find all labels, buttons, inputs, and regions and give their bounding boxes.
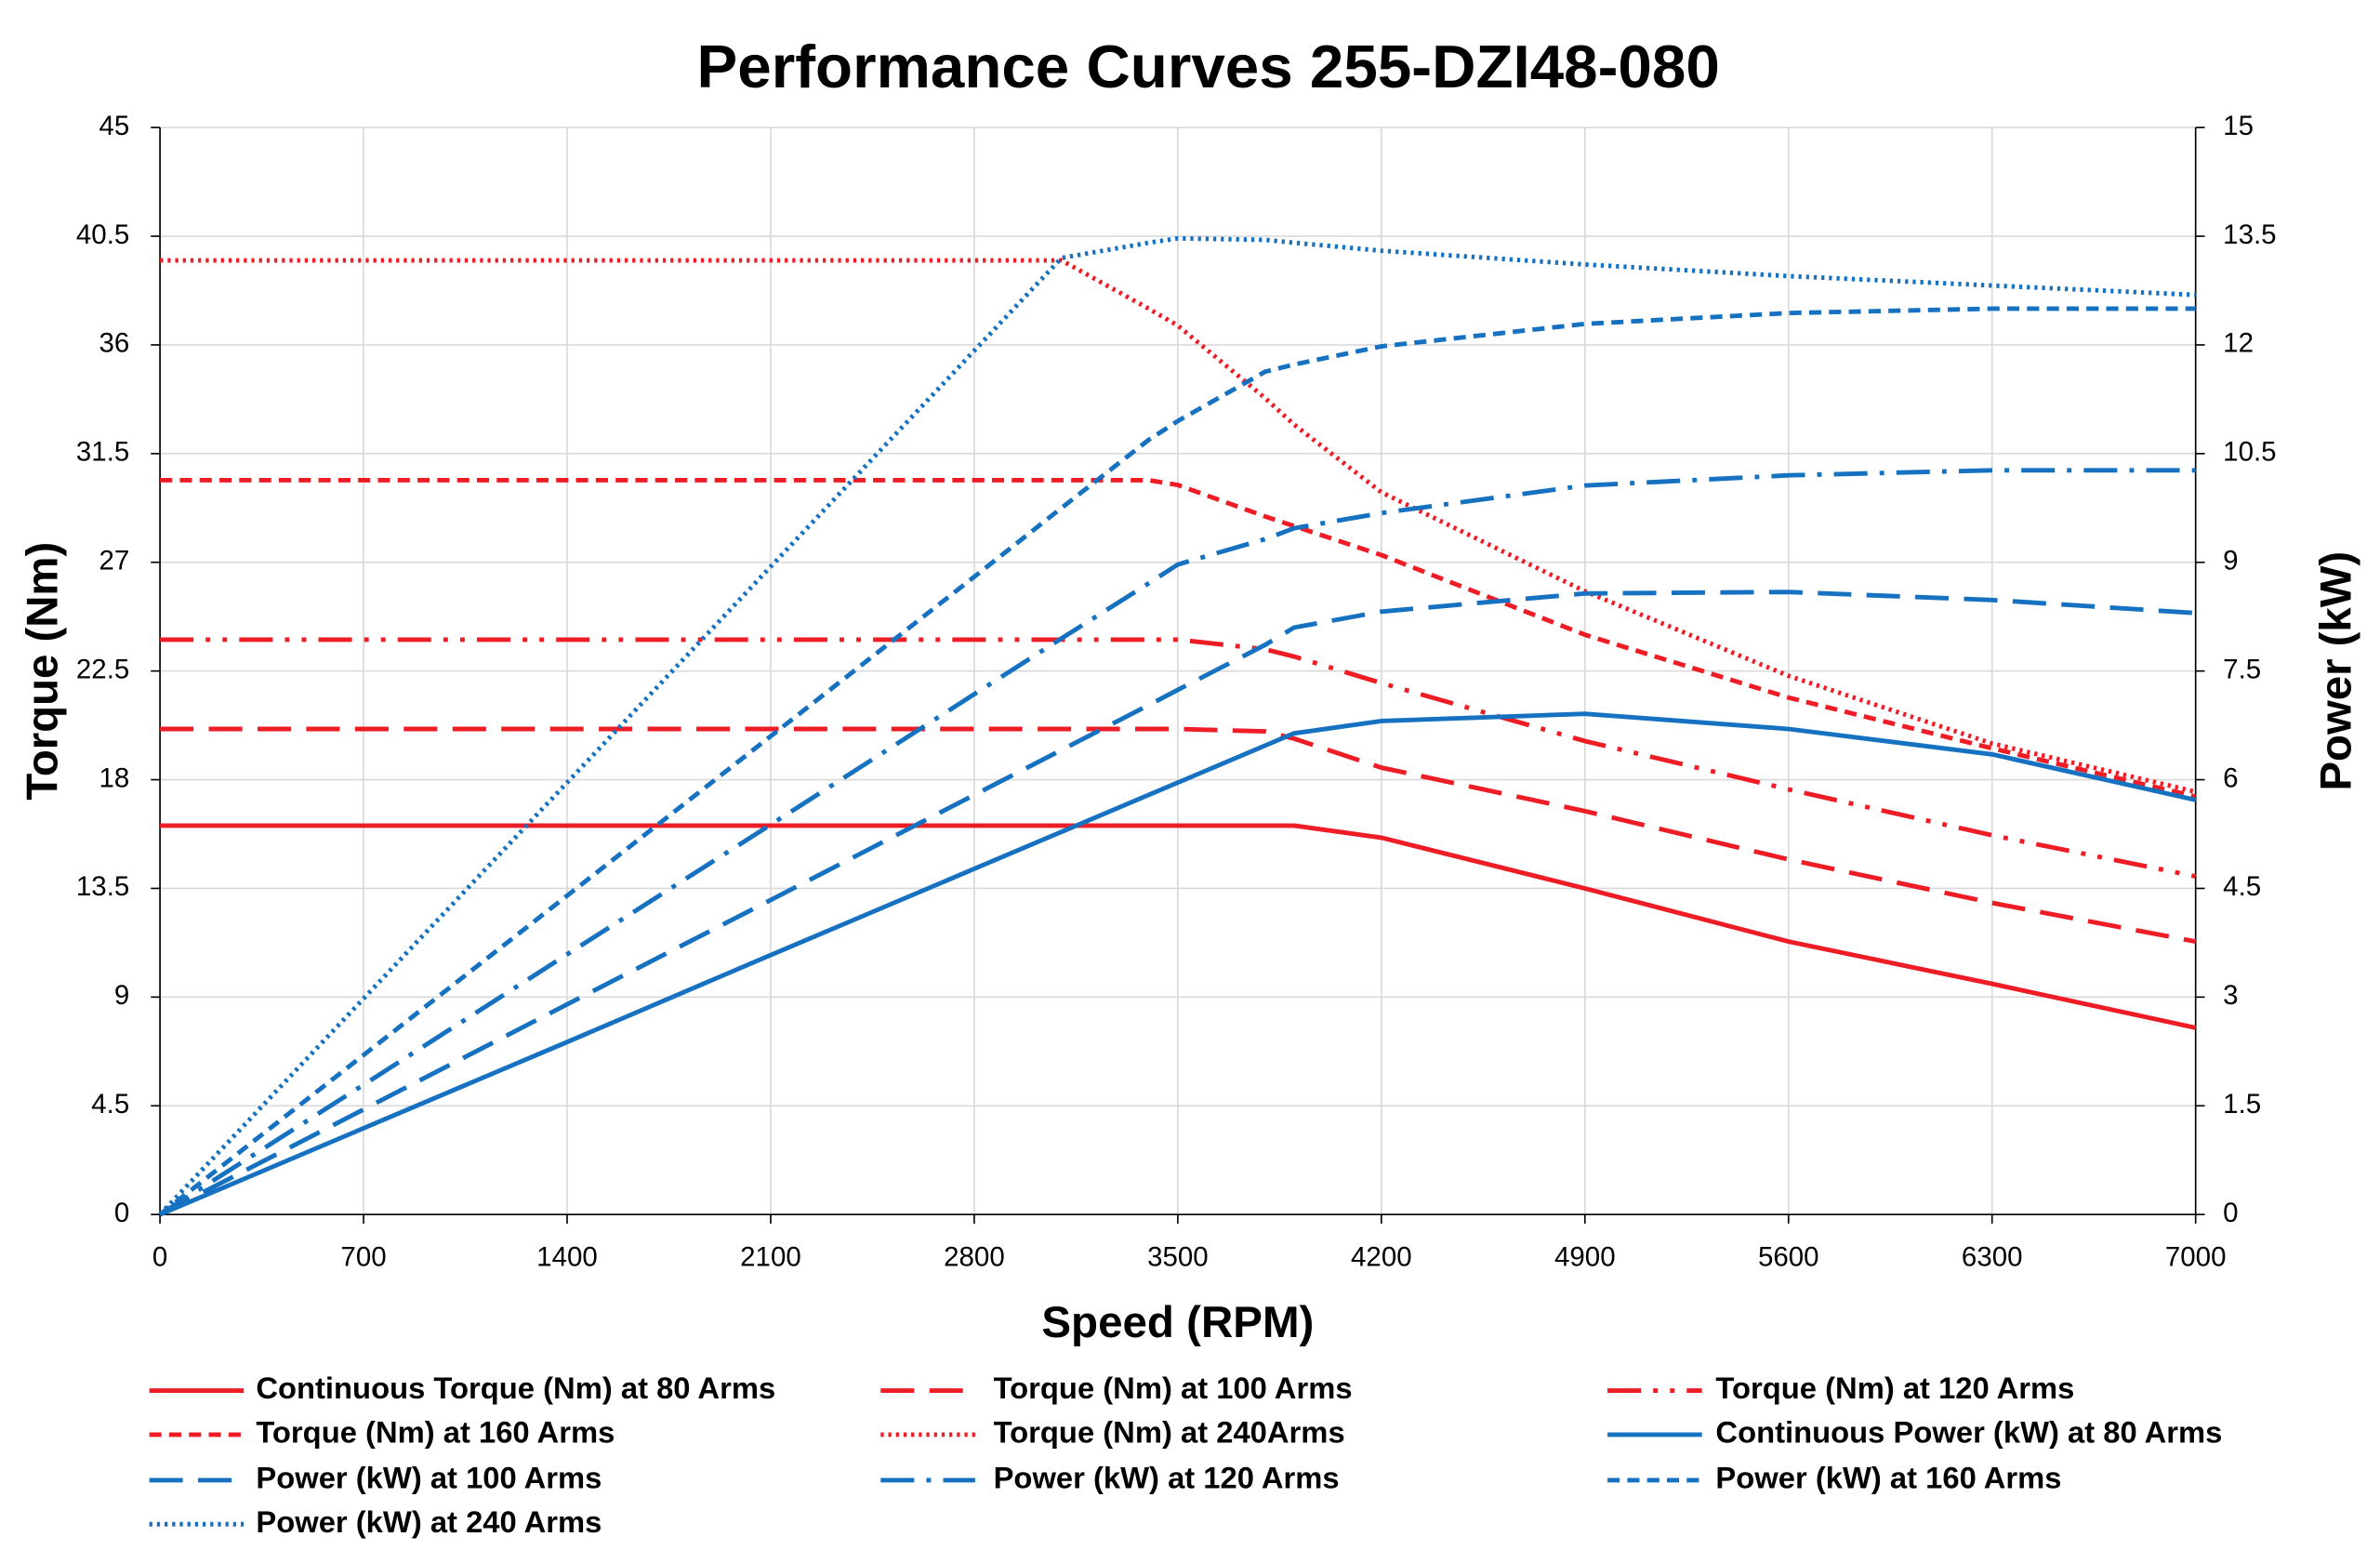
y2-tick-label: 3 (2223, 980, 2238, 1011)
y-tick-label: 22.5 (76, 654, 129, 684)
y2-tick-label: 12 (2223, 328, 2254, 359)
y2-tick-label: 0 (2223, 1198, 2238, 1228)
series-line (158, 590, 2196, 1217)
y-tick-label: 40.5 (76, 219, 129, 250)
y-tick-label: 27 (99, 546, 129, 576)
x-tick-label: 6300 (1962, 1241, 2023, 1272)
y2-tick-label: 1.5 (2223, 1089, 2261, 1119)
legend-label: Power (kW) at 120 Arms (994, 1461, 1340, 1495)
series-line (160, 637, 2197, 879)
legend-label: Torque (Nm) at 120 Arms (1715, 1371, 2074, 1405)
series-line (160, 477, 2197, 800)
y-axis-label: Torque (Nm) (19, 542, 68, 801)
y-tick-label: 31.5 (76, 437, 129, 468)
series-line (160, 258, 2197, 794)
y2-tick-label: 15 (2223, 111, 2254, 141)
series-line (159, 711, 2197, 1217)
series-line (158, 306, 2196, 1217)
y-tick-label: 36 (99, 328, 129, 359)
y-tick-label: 18 (99, 762, 129, 793)
x-tick-label: 3500 (1147, 1241, 1209, 1272)
y-tick-label: 45 (99, 111, 129, 141)
series-line (158, 235, 2196, 1216)
y2-tick-label: 6 (2223, 762, 2238, 793)
y-tick-label: 13.5 (76, 871, 129, 902)
x-tick-label: 5600 (1758, 1241, 1819, 1272)
y2-tick-label: 10.5 (2223, 437, 2276, 468)
series-line (158, 468, 2196, 1217)
y-tick-label: 0 (114, 1198, 129, 1228)
y-tick-label: 4.5 (91, 1089, 129, 1119)
x-tick-label: 0 (152, 1241, 167, 1272)
legend-label: Power (kW) at 160 Arms (1715, 1461, 2061, 1495)
x-tick-label: 4900 (1554, 1241, 1616, 1272)
y2-tick-label: 4.5 (2223, 871, 2261, 902)
legend-label: Torque (Nm) at 100 Arms (994, 1371, 1353, 1405)
series-line (160, 726, 2197, 945)
series-line (160, 823, 2197, 1030)
x-tick-label: 1400 (536, 1241, 598, 1272)
x-tick-label: 700 (340, 1241, 386, 1272)
y2-tick-label: 7.5 (2223, 654, 2261, 684)
legend-label: Power (kW) at 240 Arms (256, 1504, 602, 1539)
legend-label: Torque (Nm) at 160 Arms (256, 1415, 615, 1450)
legend-label: Continuous Power (kW) at 80 Arms (1715, 1415, 2222, 1450)
x-tick-label: 2100 (740, 1241, 801, 1272)
x-tick-label: 7000 (2165, 1241, 2227, 1272)
x-tick-label: 2800 (944, 1241, 1005, 1272)
y2-tick-label: 9 (2223, 546, 2238, 576)
chart-title: Performance Curves 255-DZI48-080 (697, 33, 1720, 100)
y2-tick-label: 13.5 (2223, 219, 2276, 250)
legend-label: Torque (Nm) at 240Arms (994, 1415, 1345, 1450)
legend-label: Power (kW) at 100 Arms (256, 1461, 602, 1495)
legend-label: Continuous Torque (Nm) at 80 Arms (256, 1371, 775, 1405)
y2-axis-label: Power (kW) (2311, 551, 2360, 791)
x-axis-label: Speed (RPM) (1041, 1298, 1314, 1347)
x-tick-label: 4200 (1351, 1241, 1412, 1272)
y-tick-label: 9 (114, 980, 129, 1011)
